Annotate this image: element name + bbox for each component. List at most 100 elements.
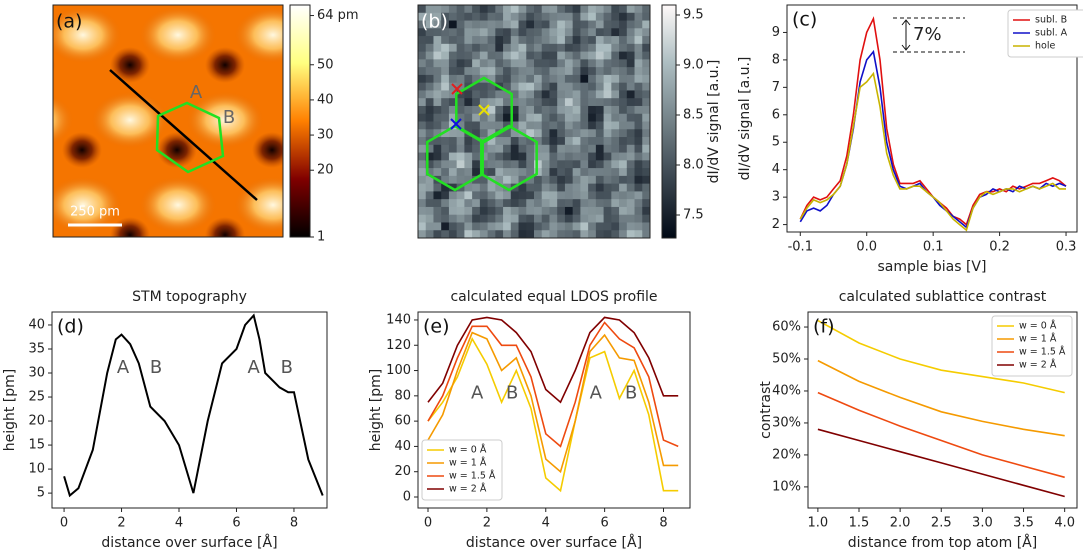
y-tick-label: 10% [772, 479, 801, 494]
data-line [63, 313, 324, 498]
pixel [588, 160, 597, 169]
pixel [541, 74, 550, 84]
panel-label: (b) [421, 11, 448, 33]
pixel [572, 152, 581, 161]
pixel [549, 152, 558, 161]
pixel [642, 129, 650, 138]
pixel [549, 137, 558, 146]
pixel [518, 67, 527, 76]
pixel [619, 121, 628, 130]
pixel [441, 160, 450, 169]
chart-title: calculated equal LDOS profile [450, 289, 657, 305]
pixel [526, 113, 535, 122]
pixel [557, 144, 566, 154]
y-axis-label: dI/dV signal [a.u.] [737, 57, 753, 181]
pixel [510, 67, 520, 76]
pixel [588, 90, 597, 99]
pixel [456, 20, 465, 29]
pixel [495, 121, 504, 130]
pixel [448, 144, 458, 154]
pixel [534, 113, 543, 122]
pixel [479, 129, 489, 138]
data-line [817, 359, 1065, 437]
panel-label: (d) [57, 316, 84, 338]
pixel [487, 199, 496, 208]
pixel [642, 144, 650, 154]
y-tick-label: 35 [28, 341, 45, 356]
pixel [503, 214, 512, 223]
pixel [526, 74, 535, 84]
pixel [572, 175, 581, 185]
pixel [611, 183, 620, 192]
pixel [588, 82, 597, 91]
pixel [611, 175, 620, 185]
pixel [603, 105, 612, 115]
pixel [564, 20, 574, 29]
pixel [425, 67, 434, 76]
pixel [541, 129, 550, 138]
pixel [472, 105, 481, 115]
contrast-label: 7% [913, 24, 942, 45]
panel-label: (a) [56, 11, 82, 33]
pixel [472, 20, 481, 29]
colorbar [289, 4, 311, 238]
pixel [588, 121, 597, 130]
pixel [557, 183, 566, 192]
y-tick-label: 40 [394, 439, 411, 454]
pixel [619, 206, 628, 216]
x-tick-label: 0 [60, 516, 68, 531]
pixel [503, 199, 512, 208]
pixel [433, 129, 442, 138]
pixel [595, 105, 605, 115]
pixel [448, 175, 458, 185]
pixel [595, 82, 605, 91]
pixel [572, 199, 581, 208]
pixel [642, 175, 650, 185]
pixel [433, 168, 442, 177]
pixel [464, 199, 473, 208]
pixel [510, 105, 520, 115]
pixel [564, 129, 574, 138]
pixel [549, 59, 558, 68]
pixel [479, 175, 489, 185]
pixel [642, 105, 650, 115]
pixel [433, 36, 442, 45]
pixel [549, 5, 558, 14]
pixel [541, 160, 550, 169]
colorbar-tick-label: 7.5 [683, 208, 704, 223]
pixel [472, 67, 481, 76]
pixel [479, 59, 489, 68]
y-tick-label: 60 [394, 414, 411, 429]
pixel [510, 90, 520, 99]
pixel [503, 129, 512, 138]
pixel [564, 144, 574, 154]
pixel [634, 43, 643, 53]
pixel [557, 199, 566, 208]
pixel [503, 222, 512, 231]
x-tick-label: 8 [290, 516, 298, 531]
colorbar-tick-label: 20 [317, 163, 334, 178]
pixel [479, 36, 489, 45]
pixel [495, 160, 504, 169]
pixel [518, 5, 527, 14]
y-tick-label: 2 [772, 217, 780, 232]
x-tick-label: 0.3 [1056, 240, 1077, 255]
pixel [626, 105, 636, 115]
pixel [503, 113, 512, 122]
pixel [425, 230, 434, 238]
pixel [541, 20, 550, 29]
pixel [534, 20, 543, 29]
pixel [619, 230, 628, 238]
pixel [472, 214, 481, 223]
pixel [642, 206, 650, 216]
pixel [448, 168, 458, 177]
x-axis-label: distance over surface [Å] [466, 534, 642, 551]
pixel [634, 28, 643, 37]
bright-spot [187, 92, 263, 148]
pixel [603, 183, 612, 192]
pixel [580, 168, 589, 177]
legend-label: w = 1 Å [449, 457, 487, 469]
pixel [534, 59, 543, 68]
pixel [418, 36, 427, 45]
pixel [464, 206, 473, 216]
